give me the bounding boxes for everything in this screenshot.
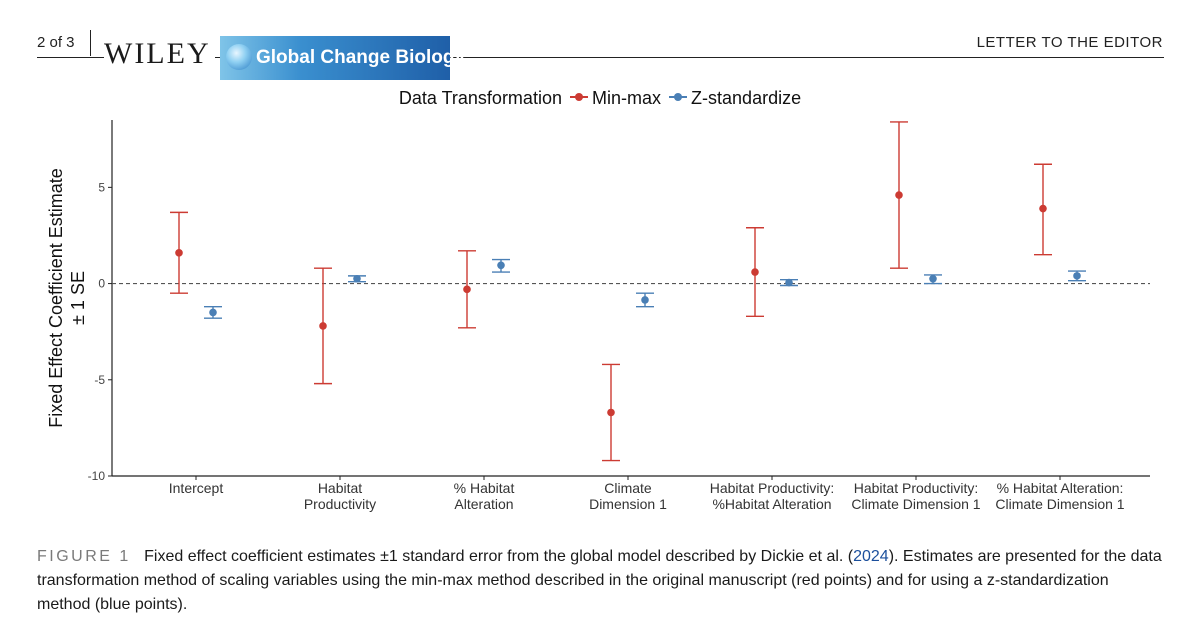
point-z-standardize [641, 296, 649, 304]
point-z-standardize [929, 274, 937, 283]
point-z-standardize [785, 278, 793, 287]
point-z-standardize [209, 308, 217, 317]
legend-title: Data Transformation [398, 88, 562, 108]
page-header: 2 of 3 WILEY Global Change Biology LETTE… [0, 0, 1200, 90]
x-tick-label: Habitat [318, 480, 362, 496]
y-axis-label: ± 1 SE [68, 271, 88, 325]
x-tick-label: Intercept [169, 480, 224, 496]
legend-item-minmax: Min-max [569, 88, 662, 109]
point-min-max [319, 322, 327, 330]
chart-legend: Data Transformation Min-max Z-standardiz… [0, 88, 1200, 109]
x-tick-label: Climate Dimension 1 [995, 496, 1124, 512]
point-min-max [751, 268, 759, 276]
x-tick-label: % Habitat [454, 480, 515, 496]
x-tick-label: Dimension 1 [589, 496, 667, 512]
coefficient-chart: -10 -5 0 5 Fixed Effect Coefficient Estimate… [46, 120, 1150, 512]
x-tick-label: Climate Dimension 1 [851, 496, 980, 512]
caption-text-after: ). Estimates are presented for the data … [37, 548, 1162, 613]
legend-swatch-minmax [569, 93, 588, 102]
y-tick-label: -10 [88, 469, 106, 483]
figure-caption: FIGURE 1 Fixed effect coefficient estima… [37, 545, 1162, 617]
legend-item-zstandardize: Z-standardize [669, 88, 802, 109]
y-tick-label: -5 [94, 373, 105, 387]
x-tick-label: Productivity [304, 496, 376, 512]
figure-label: FIGURE 1 [37, 548, 131, 565]
point-z-standardize [1073, 272, 1081, 280]
point-min-max [607, 408, 615, 417]
header-rule [37, 57, 1164, 58]
y-axis-label: Fixed Effect Coefficient Estimate [46, 168, 66, 427]
caption-text-before: Fixed effect coefficient estimates ±1 st… [144, 548, 854, 565]
x-tick-label: % Habitat Alteration: [997, 480, 1124, 496]
point-min-max [895, 191, 903, 199]
legend-swatch-zstandardize [669, 93, 688, 102]
legend-label-minmax: Min-max [592, 88, 662, 108]
point-z-standardize [353, 274, 361, 283]
x-tick-label: Habitat Productivity: [854, 480, 979, 496]
publisher-logo: WILEY [104, 39, 215, 69]
legend-label-zstandardize: Z-standardize [691, 88, 802, 108]
y-tick-label: 0 [98, 277, 105, 291]
journal-banner: Global Change Biology [220, 36, 465, 80]
journal-title: Global Change Biology [256, 47, 466, 68]
x-tick-label: Alteration [454, 496, 513, 512]
point-min-max [1039, 204, 1047, 213]
point-z-standardize [497, 261, 505, 270]
x-tick-label: Climate [604, 480, 652, 496]
x-tick-label: Habitat Productivity: [710, 480, 835, 496]
header-divider [90, 30, 91, 56]
globe-icon [226, 44, 252, 70]
citation-link[interactable]: 2024 [853, 548, 889, 565]
point-min-max [463, 285, 471, 294]
y-tick-label: 5 [98, 180, 105, 194]
section-label: LETTER TO THE EDITOR [976, 34, 1163, 51]
x-tick-label: %Habitat Alteration [712, 496, 831, 512]
point-min-max [175, 248, 183, 257]
page-number: 2 of 3 [37, 34, 75, 51]
